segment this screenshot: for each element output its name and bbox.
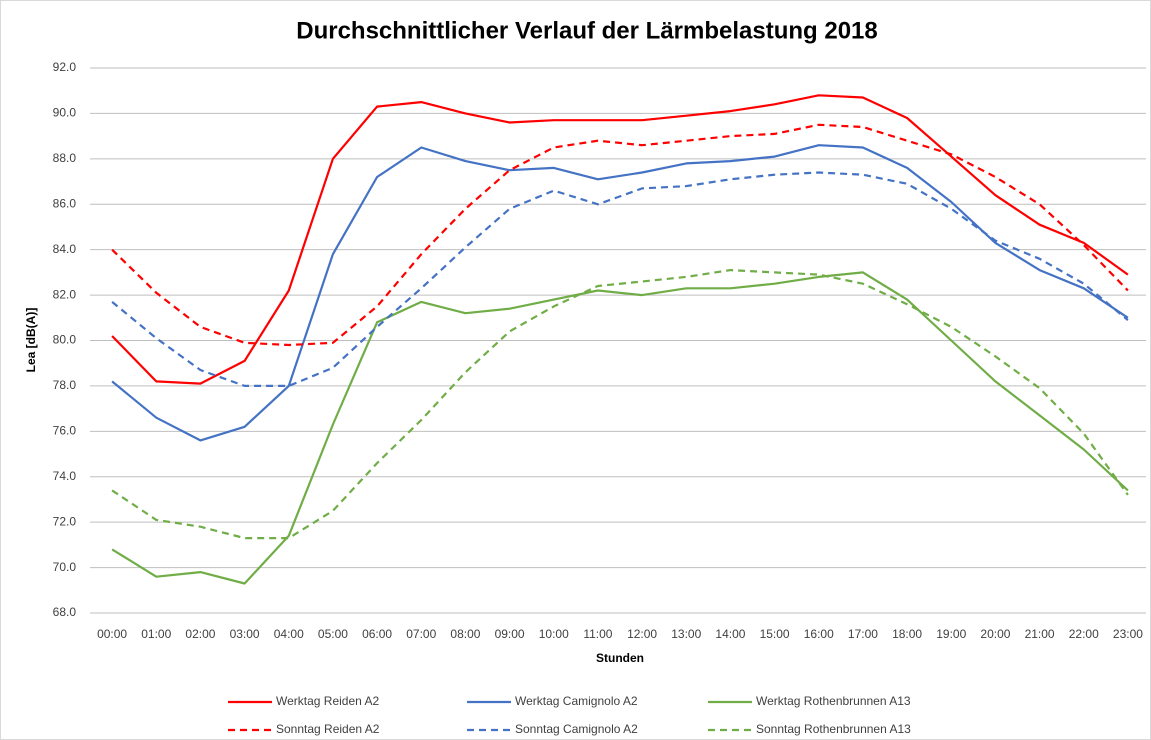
x-tick-label: 05:00 xyxy=(318,627,348,641)
legend-label: Werktag Rothenbrunnen A13 xyxy=(756,694,911,708)
x-tick-label: 15:00 xyxy=(760,627,790,641)
legend-label: Werktag Camignolo A2 xyxy=(515,694,638,708)
x-tick-label: 17:00 xyxy=(848,627,878,641)
x-tick-label: 10:00 xyxy=(539,627,569,641)
x-tick-label: 20:00 xyxy=(980,627,1010,641)
y-tick-label: 70.0 xyxy=(53,560,77,574)
series-line xyxy=(111,271,1129,585)
x-tick-label: 22:00 xyxy=(1069,627,1099,641)
legend-label: Werktag Reiden A2 xyxy=(276,694,379,708)
x-tick-label: 13:00 xyxy=(671,627,701,641)
x-tick-label: 11:00 xyxy=(583,627,612,641)
series-line xyxy=(111,171,1129,387)
x-tick-label: 18:00 xyxy=(892,627,922,641)
y-tick-label: 82.0 xyxy=(53,287,77,301)
x-tick-label: 00:00 xyxy=(97,627,127,641)
x-tick-label: 12:00 xyxy=(627,627,657,641)
y-tick-label: 78.0 xyxy=(53,378,77,392)
legend-label: Sonntag Rothenbrunnen A13 xyxy=(756,722,911,736)
x-tick-label: 14:00 xyxy=(715,627,745,641)
y-tick-label: 86.0 xyxy=(53,196,77,210)
series-line xyxy=(111,144,1129,442)
y-tick-label: 80.0 xyxy=(53,333,77,347)
series-line xyxy=(111,269,1129,540)
x-tick-label: 02:00 xyxy=(185,627,215,641)
x-tick-label: 01:00 xyxy=(141,627,171,641)
x-tick-label: 06:00 xyxy=(362,627,392,641)
y-tick-label: 74.0 xyxy=(53,469,77,483)
x-axis-title: Stunden xyxy=(596,651,644,665)
series-line xyxy=(111,123,1129,347)
y-tick-label: 84.0 xyxy=(53,242,77,256)
y-tick-label: 72.0 xyxy=(53,514,77,528)
x-tick-label: 04:00 xyxy=(274,627,304,641)
x-tick-label: 07:00 xyxy=(406,627,436,641)
chart-title: Durchschnittlicher Verlauf der Lärmbelas… xyxy=(296,17,878,44)
series-line xyxy=(111,94,1129,385)
x-tick-label: 23:00 xyxy=(1113,627,1143,641)
x-tick-label: 08:00 xyxy=(450,627,480,641)
x-tick-label: 19:00 xyxy=(936,627,966,641)
x-tick-label: 03:00 xyxy=(230,627,260,641)
legend-label: Sonntag Camignolo A2 xyxy=(515,722,638,736)
legend-label: Sonntag Reiden A2 xyxy=(276,722,380,736)
y-axis-title: Lea [dB(A)] xyxy=(24,308,38,373)
x-tick-label: 21:00 xyxy=(1025,627,1055,641)
y-tick-label: 90.0 xyxy=(53,106,77,120)
y-tick-label: 76.0 xyxy=(53,424,77,438)
x-tick-label: 16:00 xyxy=(804,627,834,641)
y-tick-label: 92.0 xyxy=(53,60,77,74)
x-tick-label: 09:00 xyxy=(495,627,525,641)
y-tick-label: 68.0 xyxy=(53,605,77,619)
y-tick-label: 88.0 xyxy=(53,151,77,165)
